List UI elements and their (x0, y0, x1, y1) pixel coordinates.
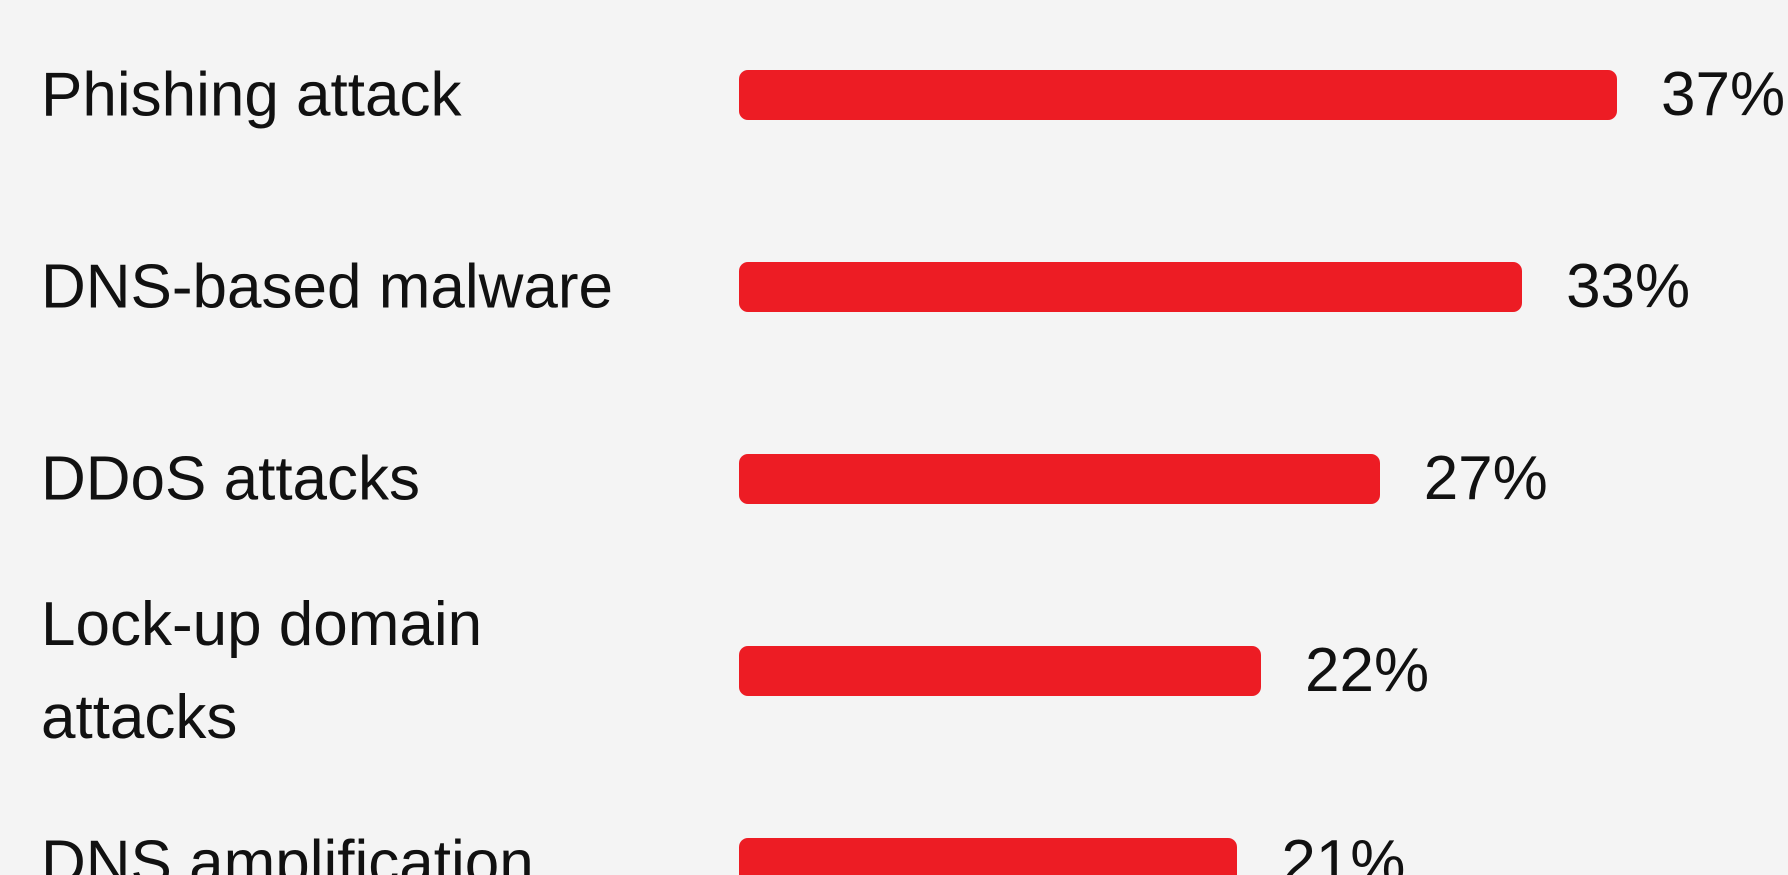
category-label: Phishing attack (41, 60, 462, 130)
category-label: DNS-based malware (41, 252, 613, 322)
category-label: DNS amplification (41, 828, 534, 875)
bar (739, 838, 1238, 875)
value-label: 27% (1423, 444, 1548, 513)
bar (739, 262, 1523, 312)
bar (739, 646, 1262, 696)
category-label: DDoS attacks (41, 444, 421, 514)
category-label: Lock-up domain attacks (41, 590, 483, 752)
bar (739, 70, 1617, 120)
value-label: 37% (1661, 60, 1786, 129)
value-label: 21% (1281, 828, 1406, 875)
value-label: 22% (1305, 636, 1430, 705)
value-label: 33% (1566, 252, 1691, 321)
bar (739, 454, 1380, 504)
